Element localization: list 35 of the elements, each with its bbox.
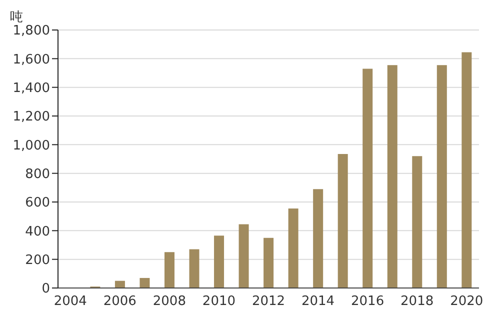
x-tick-label: 2016	[351, 294, 384, 310]
bar	[412, 156, 422, 288]
x-tick-label: 2012	[252, 294, 286, 310]
y-tick-label: 0	[42, 282, 50, 297]
bar	[338, 154, 348, 288]
x-tick-label: 2018	[400, 294, 434, 310]
x-tick-label: 2010	[202, 294, 236, 310]
x-tick-label: 2006	[103, 294, 136, 310]
bar	[140, 278, 150, 288]
bar	[264, 238, 274, 288]
bar	[189, 249, 200, 288]
y-tick-label: 1,800	[12, 24, 50, 39]
y-tick-label: 200	[25, 252, 50, 268]
x-tick-label: 2008	[152, 294, 186, 310]
y-tick-label: 1,200	[12, 110, 50, 125]
x-tick-label: 2004	[54, 294, 87, 310]
bar	[462, 52, 472, 288]
bar	[214, 236, 224, 288]
bar	[114, 280, 125, 288]
bar	[313, 189, 324, 288]
y-axis-title: 吨	[10, 9, 23, 25]
y-tick-label: 1,600	[12, 52, 50, 68]
y-tick-label: 1,000	[12, 138, 50, 154]
x-tick-label: 2014	[301, 294, 335, 310]
bar	[436, 65, 447, 288]
bar	[387, 65, 398, 288]
y-tick-label: 800	[25, 166, 50, 182]
bar	[362, 68, 373, 288]
y-tick-label: 400	[25, 224, 50, 240]
y-tick-label: 1,400	[12, 80, 50, 96]
x-tick-label: 2020	[450, 294, 484, 310]
y-tick-label: 600	[25, 196, 50, 211]
bar	[288, 208, 298, 288]
bar	[238, 224, 249, 288]
bar	[164, 252, 174, 288]
